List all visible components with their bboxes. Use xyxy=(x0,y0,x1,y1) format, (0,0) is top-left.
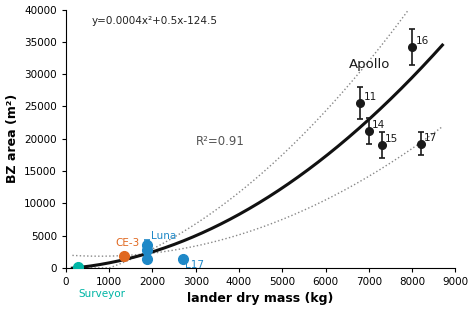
X-axis label: lander dry mass (kg): lander dry mass (kg) xyxy=(187,292,334,305)
Text: 14: 14 xyxy=(372,120,385,130)
Text: CE-3: CE-3 xyxy=(116,238,140,248)
Text: L17: L17 xyxy=(185,260,204,270)
Y-axis label: BZ area (m²): BZ area (m²) xyxy=(6,94,18,183)
Text: y=0.0004x²+0.5x-124.5: y=0.0004x²+0.5x-124.5 xyxy=(92,16,218,26)
Text: Surveyor: Surveyor xyxy=(78,289,125,299)
Text: 15: 15 xyxy=(385,134,399,144)
Text: 11: 11 xyxy=(364,92,377,102)
Text: Apollo: Apollo xyxy=(349,58,391,71)
Text: Luna: Luna xyxy=(151,231,176,241)
Text: R²=0.91: R²=0.91 xyxy=(196,135,245,148)
Text: 17: 17 xyxy=(424,132,438,142)
Text: 16: 16 xyxy=(416,36,429,46)
